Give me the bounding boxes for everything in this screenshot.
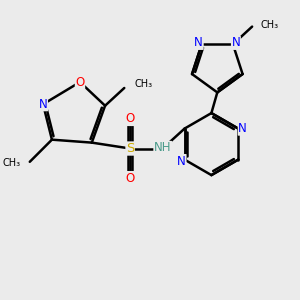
Text: N: N: [238, 122, 247, 135]
Text: NH: NH: [154, 141, 171, 154]
Text: CH₃: CH₃: [261, 20, 279, 30]
Text: N: N: [232, 36, 240, 50]
Text: S: S: [126, 142, 134, 155]
Text: N: N: [177, 154, 186, 168]
Text: O: O: [126, 172, 135, 184]
Text: CH₃: CH₃: [3, 158, 21, 168]
Text: N: N: [194, 36, 203, 50]
Text: N: N: [39, 98, 47, 111]
Text: O: O: [75, 76, 85, 88]
Text: O: O: [126, 112, 135, 125]
Text: CH₃: CH₃: [135, 80, 153, 89]
